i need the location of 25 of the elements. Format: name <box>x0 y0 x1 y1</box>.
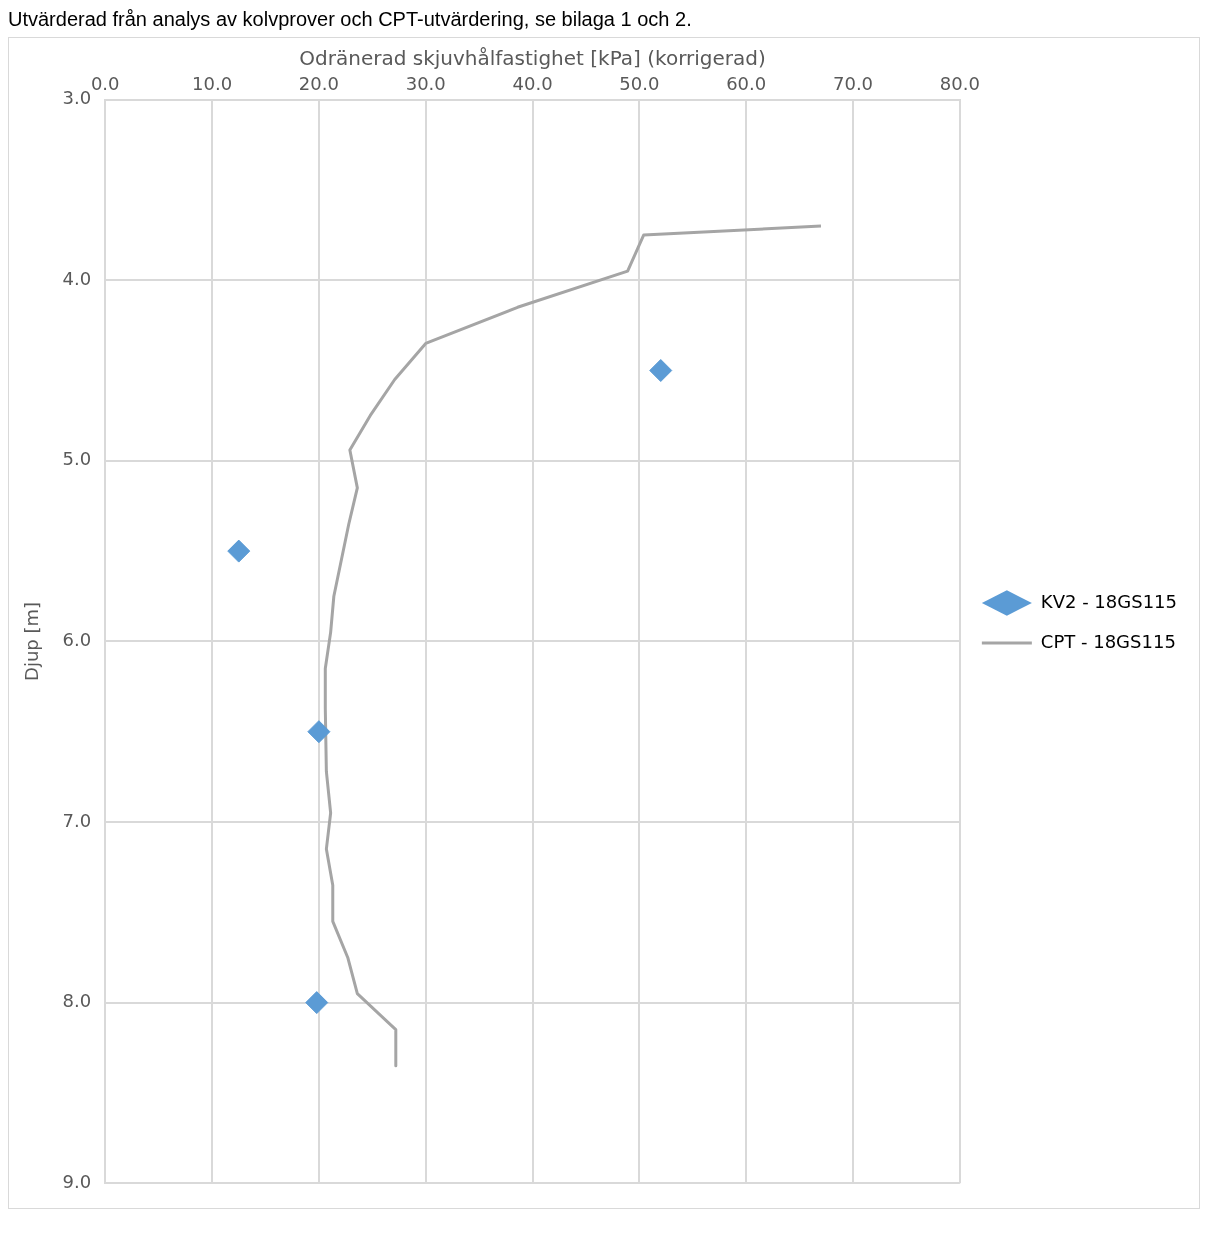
point <box>649 359 673 382</box>
point <box>227 539 251 563</box>
x-tick-label: 30.0 <box>405 73 446 95</box>
x-tick-label: 40.0 <box>512 73 553 95</box>
y-tick-label: 9.0 <box>62 1170 92 1192</box>
x-tick-label: 20.0 <box>298 73 339 95</box>
x-tick-label: 80.0 <box>939 73 980 95</box>
y-tick-label: 3.0 <box>62 87 92 109</box>
x-axis-title: Odränerad skjuvhålfastighet [kPa] (korrigerad) <box>299 46 766 71</box>
legend-label: KV2 - 18GS115 <box>1040 590 1178 612</box>
x-tick-label: 50.0 <box>619 73 660 95</box>
x-tick-label: 10.0 <box>192 73 233 95</box>
y-tick-label: 6.0 <box>62 629 92 651</box>
y-axis-title: Djup [m] <box>21 601 43 681</box>
text: Utvärderad från analys av kolvprover och CPT-utvärdering, se bilaga 1 och 2. <box>8 8 693 31</box>
x-tick-label: 0.0 <box>90 73 120 95</box>
y-tick-label: 5.0 <box>62 448 92 470</box>
x-tick-label: 70.0 <box>832 73 874 95</box>
y-tick-label: 7.0 <box>62 809 92 831</box>
point <box>307 720 331 744</box>
y-tick-label: 8.0 <box>62 990 92 1012</box>
x-tick-label: 60.0 <box>726 73 767 95</box>
point <box>305 991 329 1015</box>
legend-label: CPT - 18GS115 <box>1040 630 1176 652</box>
y-tick-label: 4.0 <box>62 267 92 289</box>
